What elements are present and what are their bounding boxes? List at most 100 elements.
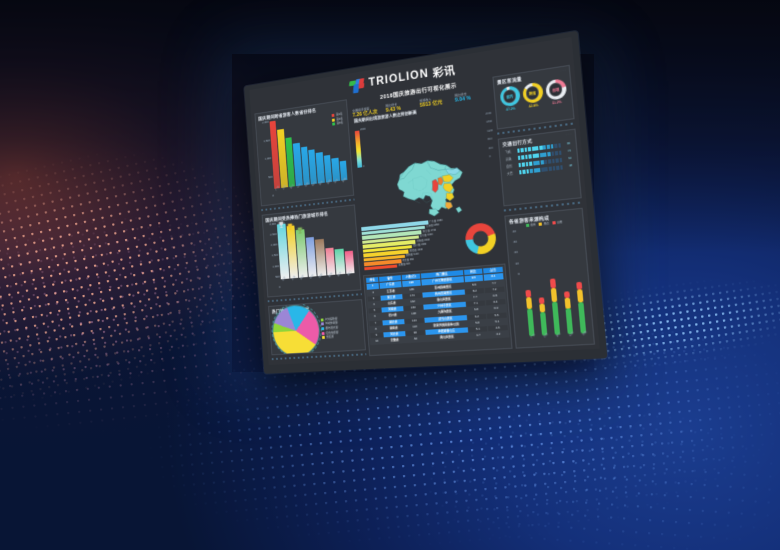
table-column-header: 热门景区 (420, 269, 464, 280)
table-cell: 黄山风景区 (425, 333, 470, 342)
progress-segment (524, 154, 529, 160)
table-cell: 7.2 (483, 285, 506, 294)
table-cell: 6.4 (485, 298, 507, 307)
h-bar-label: 广东省 1980 (428, 218, 443, 224)
h-bar-label: 河南省 1500 (416, 238, 430, 243)
scale-tick: 1600 (486, 120, 493, 125)
panel-visitor-source: 各省游客来源构成 省内 周边 远程 40 30 20 10 0 广东 江苏 浙江 山东 河南 (504, 207, 596, 349)
legend-swatch (525, 223, 530, 228)
panel-china-map: 2000 0 (352, 108, 505, 273)
donut-chart-trip-type[interactable] (464, 221, 498, 256)
table-cell: 138 (403, 310, 424, 319)
map-right-scale: 2000 1600 1200 800 400 0 (485, 112, 495, 159)
progress-segment (558, 150, 562, 156)
progress-segment (532, 153, 536, 159)
chart-legend-province-rank: 第1名 第2名 第3名 (331, 112, 343, 126)
horizontal-bar-chart-provinces: 广东省 1980 江苏省 1860 浙江省 1740 山东省 1620 河南省 1500… (361, 217, 464, 271)
gauge-percent: 11.2% (551, 99, 562, 106)
table-cell: 承德避暑山庄 (424, 326, 469, 336)
panel-transport: 交通出行方式 · · · 飞机 86 高铁 74 自驾 62 大巴 48 (497, 128, 582, 207)
legend-swatch (321, 331, 325, 335)
table-cell: 少林寺景区 (422, 301, 467, 311)
stack-segment (525, 296, 532, 309)
scale-tick: 0 (489, 155, 491, 159)
stack-segment (577, 289, 584, 303)
stack-segment (539, 303, 546, 313)
legend-swatch (332, 122, 336, 126)
panel-data-table: 排名 省份 人数(万) 热门景区 同比 占比 1 广东省 198 广州长隆旅游区 9.6 8.1 2 江… (363, 263, 513, 357)
table-cell: 泰山风景区 (422, 295, 466, 305)
progress-segment (532, 160, 537, 166)
progress-segment (552, 166, 556, 171)
legend-item: 远程 (552, 220, 563, 225)
progress-label: 大巴 (506, 171, 513, 177)
gauge-percent: 42.6% (528, 103, 539, 109)
table-cell: 6.0 (485, 305, 507, 313)
scale-tick: 2000 (485, 111, 492, 116)
h-bar-label: 湖南省 1100 (405, 252, 419, 257)
kpi-value: 9.04 % (454, 95, 472, 104)
kpi-label: 旅游收入 (419, 97, 432, 103)
progress-segment (547, 159, 552, 165)
legend-label: 周边 (543, 221, 550, 226)
table-column-header: 同比 (463, 267, 483, 277)
legend-swatch (538, 222, 543, 226)
kpi-label: 同比增长 (454, 91, 467, 98)
stack-segment (564, 291, 571, 299)
progress-segment (544, 159, 548, 165)
colorbar-max-label: 2000 (360, 127, 366, 132)
progress-segment (546, 144, 550, 150)
dashboard-screen: TRIOLION 彩讯 国庆期间跨省游客人数省份排名 2,000 1,500 1… (249, 37, 600, 365)
stacked-column (549, 278, 561, 335)
stack-segment (549, 278, 556, 288)
gauge[interactable]: 出境 (544, 78, 567, 101)
gauge[interactable]: 省内 (499, 85, 521, 108)
scale-tick: 1200 (486, 128, 494, 133)
table-cell: 4.6 (487, 324, 509, 333)
pie-row: 户外探险游 乡村休闲游 都市观光游 红色旅游游 景区游 (271, 303, 362, 356)
table-cell: 7.7 (465, 293, 486, 302)
progress-segment (539, 145, 543, 151)
table-cell: 150 (403, 304, 424, 312)
panel-title-transport: 交通出行方式 (502, 138, 533, 148)
progress-segment (559, 165, 564, 171)
progress-segment (524, 147, 528, 153)
progress-segment (529, 168, 534, 174)
h-bar-label: 江苏省 1860 (425, 223, 440, 228)
center-column: 2018国庆旅游出行可视化展示 全国接待游客 7.26 亿人次 同比增长 9.43 %… (350, 77, 513, 357)
gauge[interactable]: 跨省 (521, 81, 544, 105)
panel-province-rank: 国庆期间跨省游客人数省份排名 2,000 1,500 1,000 500 0 广… (254, 99, 355, 207)
table-cell: 9.6 (463, 274, 484, 283)
progress-segment (518, 162, 522, 168)
progress-track (518, 165, 564, 175)
x-axis-labels: 广东 江苏 浙江 山东 河南 四川 湖北 湖南 河北 安徽 (274, 177, 348, 197)
progress-segment (551, 158, 556, 164)
y-tick: 3,000 (269, 221, 277, 227)
progress-segment (544, 166, 549, 172)
legend-swatch (552, 221, 556, 225)
y-tick: 2,000 (261, 119, 269, 125)
progress-segment (525, 161, 529, 167)
bronze-trophy-icon (296, 222, 303, 234)
h-bar-label: 山东省 1620 (419, 233, 433, 238)
legend-label: 省内 (530, 223, 536, 227)
progress-row: 飞机 86 (505, 142, 571, 155)
dashboard-body: 国庆期间跨省游客人数省份排名 2,000 1,500 1,000 500 0 广… (253, 64, 598, 363)
table-cell: 8.1 (482, 272, 505, 281)
data-table[interactable]: 排名 省份 人数(万) 热门景区 同比 占比 1 广东省 198 广州长隆旅游区 9.6 8.1 2 江… (365, 266, 510, 346)
gauge-value: 省内 (502, 88, 517, 104)
stacked-column (538, 297, 548, 336)
table-cell: 广州长隆旅游区 (420, 276, 465, 286)
panel-corner-tag: · · · (559, 68, 566, 73)
progress-label: 高铁 (505, 156, 512, 162)
table-cell: 安徽省 (383, 336, 407, 345)
h-bar-label: 安徽省 820 (398, 262, 411, 267)
progress-segment (529, 161, 533, 167)
gold-trophy-icon (277, 217, 284, 229)
table-cell: 5.1 (468, 325, 488, 334)
progress-segment (516, 148, 521, 154)
stacked-legend: 省内 周边 远程 (509, 219, 579, 229)
legend-swatch (322, 336, 325, 340)
chart-province-rank: 2,000 1,500 1,000 500 0 广东 江苏 浙江 山东 河南 四川 湖北 湖南… (258, 109, 349, 198)
